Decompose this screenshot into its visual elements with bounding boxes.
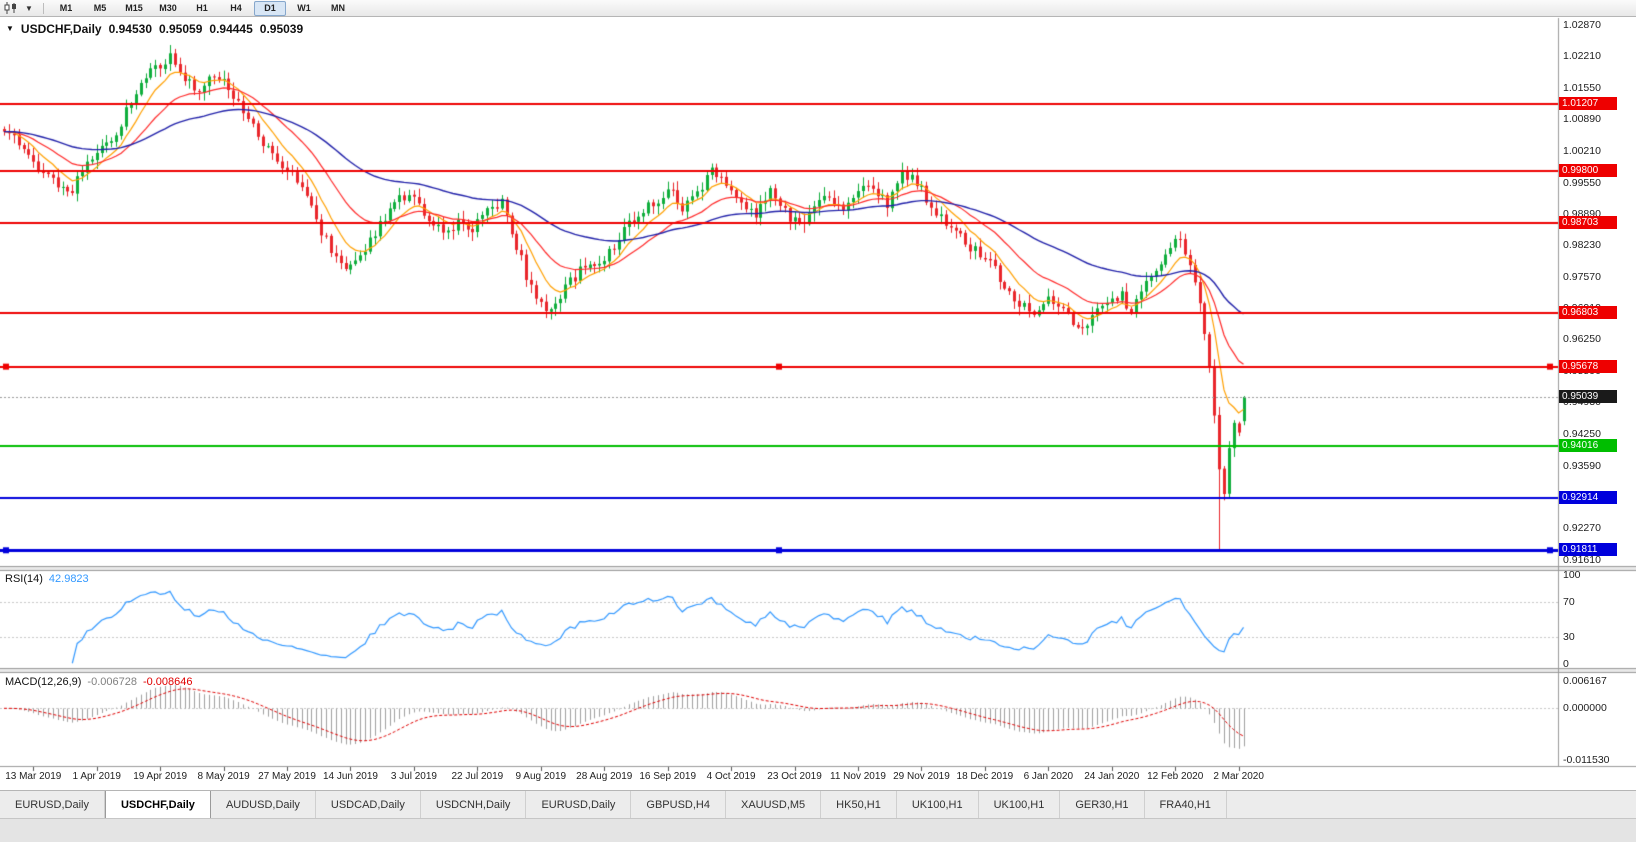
timeframe-button-h4[interactable]: H4 xyxy=(230,2,242,13)
chart-tab-6[interactable]: GBPUSD,H4 xyxy=(631,791,726,818)
chart-dropdown-arrow-icon[interactable]: ▼ xyxy=(25,3,33,13)
macd-signal-value: -0.008646 xyxy=(142,676,193,688)
timeframe-button-d1[interactable]: D1 xyxy=(254,0,286,16)
symbol-title: USDCHF,Daily xyxy=(20,22,102,36)
toolbar-separator xyxy=(43,2,44,14)
rsi-indicator-label: RSI(14) 42.9823 xyxy=(5,573,89,585)
rsi-name: RSI(14) xyxy=(5,573,43,585)
ohlc-low: 0.94445 xyxy=(209,22,253,36)
chart-tab-bar: EURUSD,Daily USDCHF,Daily AUDUSD,Daily USDC… xyxy=(0,790,1636,818)
chart-tab-8[interactable]: HK50,H1 xyxy=(821,791,897,818)
ohlc-high: 0.95059 xyxy=(159,22,203,36)
macd-name: MACD(12,26,9) xyxy=(5,676,82,688)
chart-tab-10[interactable]: UK100,H1 xyxy=(979,791,1061,818)
timeframe-button-m5[interactable]: M5 xyxy=(93,2,107,13)
chart-tab-5[interactable]: EURUSD,Daily xyxy=(526,791,632,818)
chart-tab-11[interactable]: GER30,H1 xyxy=(1060,791,1145,818)
toolbar: ▼ M1 M5 M15 M30 H1 H4 D1 W1 MN xyxy=(0,0,1636,17)
chart-tab-7[interactable]: XAUUSD,M5 xyxy=(726,791,822,818)
chart-tab-3[interactable]: USDCAD,Daily xyxy=(316,791,421,818)
timeframe-button-m30[interactable]: M30 xyxy=(159,2,177,13)
candlestick-chart-icon[interactable] xyxy=(2,1,20,16)
chart-tab-1[interactable]: USDCHF,Daily xyxy=(104,791,211,818)
chart-tab-9[interactable]: UK100,H1 xyxy=(897,791,979,818)
collapse-triangle-icon[interactable]: ▼ xyxy=(6,23,14,33)
timeframe-button-w1[interactable]: W1 xyxy=(297,2,311,13)
symbol-ohlc-header: ▼ USDCHF,Daily 0.94530 0.95059 0.94445 0… xyxy=(6,22,303,36)
ohlc-open: 0.94530 xyxy=(108,22,152,36)
chart-tab-2[interactable]: AUDUSD,Daily xyxy=(211,791,316,818)
price-chart-canvas[interactable] xyxy=(0,0,1636,786)
macd-indicator-label: MACD(12,26,9) -0.006728 -0.008646 xyxy=(5,676,193,688)
timeframe-button-mn[interactable]: MN xyxy=(331,2,345,13)
timeframe-button-h1[interactable]: H1 xyxy=(196,2,208,13)
rsi-value: 42.9823 xyxy=(48,573,89,585)
chart-tab-4[interactable]: USDCNH,Daily xyxy=(421,791,527,818)
ohlc-close: 0.95039 xyxy=(259,22,304,36)
chart-tab-0[interactable]: EURUSD,Daily xyxy=(0,791,105,818)
macd-main-value: -0.006728 xyxy=(87,676,137,688)
timeframe-button-group: M1 M5 M15 M30 H1 H4 D1 W1 MN xyxy=(49,0,355,16)
timeframe-button-m15[interactable]: M15 xyxy=(125,2,143,13)
timeframe-button-m1[interactable]: M1 xyxy=(59,2,73,13)
chart-tab-12[interactable]: FRA40,H1 xyxy=(1145,791,1227,818)
window-bottom-strip xyxy=(0,818,1636,842)
